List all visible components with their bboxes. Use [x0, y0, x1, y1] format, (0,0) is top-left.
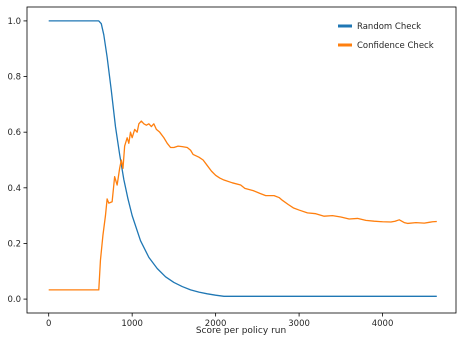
y-tick-label: 0.4 [7, 184, 21, 194]
plot-area [26, 6, 457, 314]
x-tick-label: 3000 [288, 319, 310, 329]
x-tick-label: 1000 [121, 319, 143, 329]
x-axis-label: Score per policy run [196, 326, 286, 336]
x-tick-label: 0 [46, 319, 51, 329]
series-lines [48, 20, 437, 297]
x-tick-label: 2000 [205, 319, 227, 329]
legend: Random Check Confidence Check [338, 22, 434, 51]
x-axis: 0 1000 2000 3000 4000 [46, 313, 393, 329]
series-line-confidence-check [48, 120, 437, 291]
x-tick-label: 4000 [372, 319, 394, 329]
series-line-random-check [48, 20, 437, 297]
y-tick-label: 0.0 [7, 295, 21, 305]
y-tick-label: 0.2 [7, 239, 21, 249]
legend-label-random-check: Random Check [357, 22, 421, 32]
legend-label-confidence-check: Confidence Check [357, 41, 434, 51]
y-axis: 0.0 0.2 0.4 0.6 0.8 1.0 [7, 17, 27, 305]
y-tick-label: 1.0 [7, 17, 21, 27]
y-tick-label: 0.8 [7, 73, 21, 83]
y-tick-label: 0.6 [7, 128, 21, 138]
